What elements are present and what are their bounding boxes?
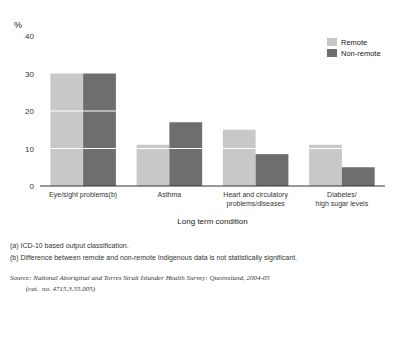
- x-tick-label: Eye/sight problems(b): [49, 191, 117, 199]
- legend-label: Non-remote: [341, 49, 381, 58]
- bar: [83, 74, 116, 187]
- bar-divider: [50, 111, 83, 112]
- legend: Remote Non-remote: [327, 38, 381, 58]
- chart: 0 10 20 30 40 Eye/sight problems(b) Asthma Hear…: [0, 0, 397, 340]
- legend-swatch: [327, 49, 337, 57]
- bar: [223, 130, 256, 186]
- footnote: (b) Difference between remote and non-re…: [10, 254, 297, 262]
- y-tick-label: 0: [30, 182, 35, 191]
- x-tick-label-line: high sugar levels: [316, 200, 369, 208]
- bar-divider: [137, 148, 170, 149]
- y-axis-label: %: [14, 20, 22, 30]
- bar: [342, 167, 375, 186]
- footnote: Source: National Aboriginal and Torres S…: [10, 274, 270, 282]
- x-tick-label: Heart and circulatoryproblems/diseases: [223, 191, 288, 208]
- x-tick-label-line: problems/diseases: [226, 200, 285, 208]
- x-tick-label: Asthma: [158, 191, 182, 198]
- legend-label: Remote: [341, 38, 367, 47]
- y-tick-label: 40: [25, 32, 34, 41]
- x-tick-label-line: Eye/sight problems(b): [49, 191, 117, 199]
- x-tick-label-line: Asthma: [158, 191, 182, 198]
- bar-divider: [83, 111, 116, 112]
- bar: [169, 122, 202, 186]
- x-tick-label: Diabetes/high sugar levels: [316, 191, 369, 208]
- bar-divider: [83, 148, 116, 149]
- footnote: (a) ICD-10 based output classification.: [10, 242, 129, 250]
- bar: [137, 145, 170, 186]
- bars: [50, 74, 374, 187]
- y-tick-label: 30: [25, 70, 34, 79]
- bar: [256, 154, 289, 186]
- bar-divider: [223, 148, 256, 149]
- x-axis-line: [40, 186, 385, 187]
- footnote: (cat. no. 4715.3.55.005): [10, 285, 96, 293]
- bar: [309, 145, 342, 186]
- bar-divider: [50, 148, 83, 149]
- bar: [50, 74, 83, 187]
- legend-swatch: [327, 38, 337, 46]
- x-axis-label: Long term condition: [177, 217, 247, 226]
- y-tick-label: 10: [25, 145, 34, 154]
- y-tick-label: 20: [25, 107, 34, 116]
- x-tick-label-line: Diabetes/: [327, 191, 357, 198]
- x-tick-label-line: Heart and circulatory: [223, 191, 288, 199]
- bar-divider: [169, 148, 202, 149]
- bar-divider: [309, 148, 342, 149]
